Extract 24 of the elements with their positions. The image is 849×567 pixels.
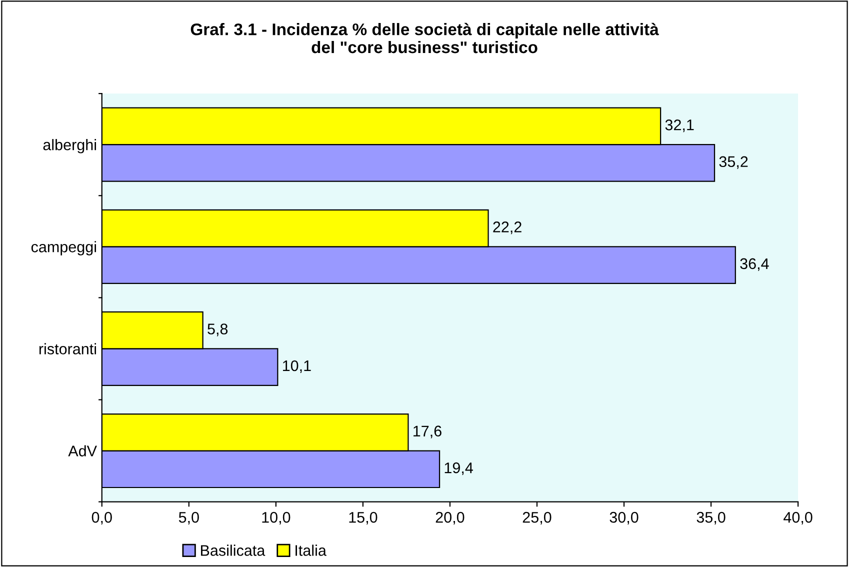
x-tick-label: 20,0 — [436, 512, 464, 525]
x-tick-label: 5,0 — [178, 512, 199, 525]
data-label: 19,4 — [444, 462, 473, 476]
data-label: 36,4 — [740, 258, 769, 271]
x-tick-label: 10,0 — [262, 512, 290, 525]
legend-label: Basilicata — [201, 544, 266, 556]
data-label: 17,6 — [414, 426, 442, 438]
y-tick-label: campeggi — [31, 241, 96, 256]
data-label: 32,1 — [665, 119, 694, 132]
legend-label: Italia — [296, 544, 326, 556]
x-tick-label: 0,0 — [92, 512, 112, 525]
x-tick-label: 30,0 — [610, 512, 638, 525]
y-tick-label: alberghi — [43, 139, 96, 154]
x-tick-label: 25,0 — [522, 512, 552, 525]
data-label: 22,2 — [493, 222, 522, 234]
y-tick-label: AdV — [68, 445, 97, 456]
x-tick-label: 15,0 — [349, 512, 378, 525]
chart-title: Graf. 3.1 - Incidenza % delle società di capitale nelle attività del "core business" turistico — [190, 22, 659, 54]
data-label: 10,1 — [282, 360, 311, 373]
data-label: 35,2 — [719, 156, 748, 169]
x-tick-label: 40,0 — [784, 512, 812, 525]
x-tick-label: 35,0 — [696, 512, 726, 525]
y-tick-label: ristoranti — [39, 343, 96, 354]
data-label: 5,8 — [208, 324, 228, 336]
